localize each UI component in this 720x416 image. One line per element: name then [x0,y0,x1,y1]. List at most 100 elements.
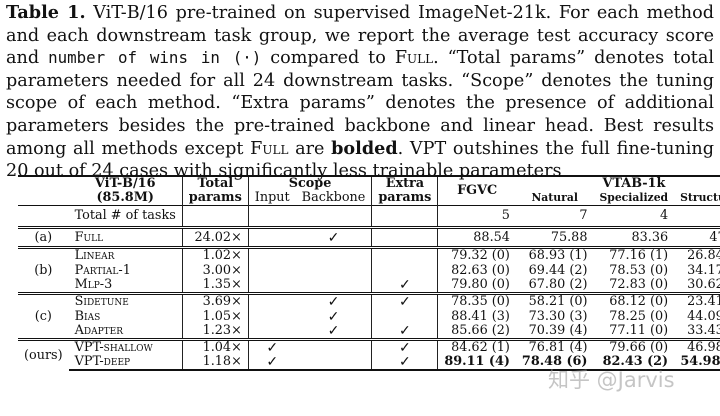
extra-params [371,226,438,248]
score-natural: 68.93 (1) [515,246,594,263]
header-row-1: ViT-B/16 Total Scope Extra FGVC VTAB-1k [18,175,720,206]
method-name: Adapter [74,323,123,338]
header-extra: Extra [371,175,438,191]
caption-text-2: compared to [261,48,395,69]
score-specialized: 72.83 (0) [609,277,669,292]
table-row: (ours) VPT-shallow 1.04× ✓ ✓ 84.62 (1) 76.81 (… [18,338,720,370]
extra-params: ✓ [371,355,438,371]
header-total: Total [181,175,249,191]
scope-input [247,309,296,324]
score-natural: 69.44 (2) [528,262,588,278]
group-tag: (b) [18,246,69,294]
score-natural: 67.80 (2) [528,277,588,292]
scope-backbone [295,246,372,263]
method-name: Bias [74,308,101,324]
scope-input [247,278,296,294]
scope-backbone [296,278,372,294]
caption-label: Table 1. [6,2,86,23]
score-natural: 78.48 (6) [515,355,594,371]
score-specialized: 78.25 (0) [609,308,669,324]
total-params: 3.00× [181,263,249,278]
method-name: VPT-shallow [68,338,183,355]
caption-full-term-2: Full [250,138,289,159]
scope-input [247,246,296,263]
extra-params [371,263,438,278]
caption-text-3: . “Total params” denotes total parameter… [6,48,714,159]
table-row: Bias 1.05× ✓ 88.41 (3) 73.30 (3) 78.25 (0) 44.… [18,309,720,324]
score-natural: 76.81 (4) [515,338,594,355]
header-specialized: Specialized [599,191,669,204]
tasks-label: Total # of tasks [68,205,183,228]
score-fgvc: 79.32 (0) [437,246,516,263]
scope-input: ✓ [247,338,296,355]
results-table: ViT-B/16 Total Scope Extra FGVC VTAB-1k … [18,175,720,371]
total-params: 1.05× [181,309,249,324]
watermark: 知乎 @Jarvis [548,368,675,392]
method-name: Full [68,226,183,248]
caption-text-1: ViT-B/16 pre-trained on supervised Image… [6,3,714,69]
caption-bolded-word: bolded [331,137,398,159]
score-structured: 44.09 (2) [687,308,720,324]
scope-backbone: ✓ [295,226,372,248]
method-name: Sidetune [68,292,183,309]
scope-backbone: ✓ [295,292,372,309]
score-structured: 30.62 (0) [687,277,720,292]
caption-full-term: Full [394,48,434,69]
caption-text-4: are [288,138,332,159]
score-specialized: 68.12 (0) [593,292,675,309]
score-natural: 75.88 [515,226,594,248]
score-natural: 58.21 (0) [515,292,594,309]
method-name: VPT-deep [68,355,183,371]
header-model: ViT-B/16 [68,175,183,191]
table-row: (b) Linear 1.02× 79.32 (0) 68.93 (1) 77.16 (1… [18,246,720,294]
header-backbone: Backbone [301,190,366,205]
extra-params: ✓ [371,338,438,355]
table-row: Adapter 1.23× ✓ ✓ 85.66 (2) 70.39 (4) 77.11 (0… [18,324,720,340]
extra-params [371,309,438,324]
tasks-fgvc: 5 [437,205,516,228]
caption-code-text: number of wins in (·) [48,48,262,68]
scope-backbone: ✓ [327,308,340,325]
scope-input [247,324,296,340]
extra-params: ✓ [371,278,438,294]
score-structured: 47.64 [674,226,720,248]
table-row: (c) Sidetune 3.69× ✓ ✓ 78.35 (0) 58.21 (0) 68.1… [18,292,720,340]
scope-backbone [296,263,372,278]
method-name: Partial-1 [74,262,131,278]
extra-params: ✓ [371,292,438,309]
total-params: 1.35× [181,278,249,294]
extra-params: ✓ [371,324,438,340]
scope-backbone [295,338,372,355]
header-natural: Natural [531,191,578,204]
group-tag: (c) [18,292,69,340]
score-structured: 54.98 (8) [674,355,720,371]
score-specialized: 79.66 (0) [593,338,675,355]
score-specialized: 77.16 (1) [593,246,675,263]
score-fgvc: 82.63 (0) [437,263,516,278]
tasks-natural: 7 [515,205,594,228]
score-natural: 73.30 (3) [528,308,588,324]
total-params: 24.02× [181,226,249,248]
scope-backbone: ✓ [327,323,340,339]
total-params: 3.69× [181,292,249,309]
extra-params [371,246,438,263]
total-params: 1.04× [181,338,249,355]
score-structured: 46.98 (4) [674,338,720,355]
score-fgvc: 88.54 [437,226,516,248]
score-structured: 33.43 (0) [687,323,720,338]
method-name: Linear [68,246,183,263]
method-name: Mlp-3 [74,277,113,292]
header-input: Input [247,191,296,206]
tasks-structured: 8 [674,205,720,228]
score-specialized: 78.53 (0) [609,262,669,278]
score-fgvc: 85.66 (2) [437,324,516,340]
header-scope: Scope [247,175,372,191]
score-fgvc: 89.11 (4) [437,355,516,371]
tasks-row: Total # of tasks 5 7 4 8 [18,205,720,228]
header-model-params: (85.8M) [96,190,154,205]
score-specialized: 82.43 (2) [593,355,675,371]
score-structured: 26.84 (0) [674,246,720,263]
score-fgvc: 79.80 (0) [437,278,516,294]
tasks-specialized: 4 [593,205,675,228]
